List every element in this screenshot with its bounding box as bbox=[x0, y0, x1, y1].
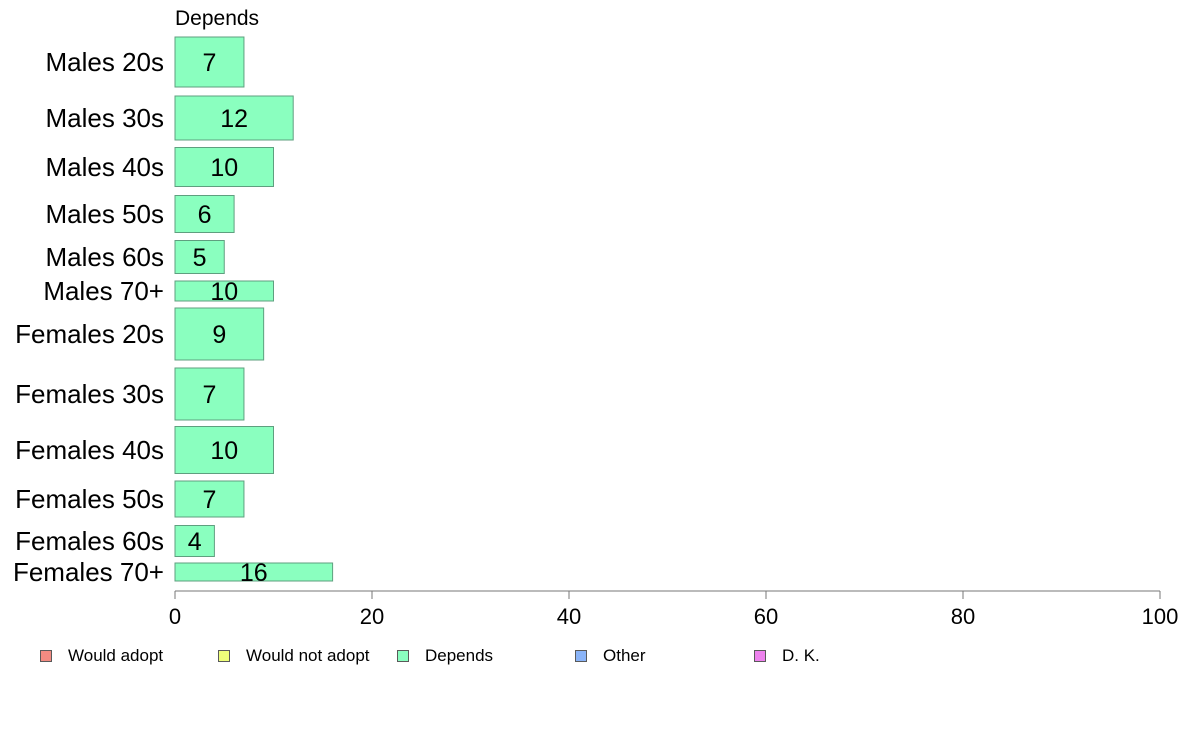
bar bbox=[174, 480, 245, 518]
legend-item: D. K. bbox=[754, 646, 820, 666]
legend-label: Would not adopt bbox=[246, 646, 370, 665]
bar bbox=[174, 562, 334, 582]
bar bbox=[174, 307, 265, 361]
data-label: 9 bbox=[212, 321, 226, 349]
bar bbox=[174, 280, 274, 302]
chart-title: Depends bbox=[175, 7, 259, 30]
legend-swatch bbox=[40, 650, 52, 662]
bar bbox=[174, 525, 215, 557]
bars-group: Males 20s 7 Males 30s 12 Males 40s 10 Males 50… bbox=[13, 36, 334, 587]
category-label: Females 70+ bbox=[13, 557, 164, 587]
data-label: 16 bbox=[240, 559, 268, 587]
data-label: 7 bbox=[203, 486, 217, 514]
x-tick-label: 100 bbox=[1142, 604, 1179, 629]
x-tick-label: 80 bbox=[951, 604, 975, 629]
legend-label: Depends bbox=[425, 646, 494, 665]
data-label: 7 bbox=[203, 49, 217, 77]
legend-item: Depends bbox=[397, 646, 493, 666]
legend-item: Would adopt bbox=[40, 646, 163, 666]
x-tick-label: 0 bbox=[169, 604, 181, 629]
category-label: Males 40s bbox=[46, 152, 165, 182]
legend-label: Other bbox=[603, 646, 646, 665]
legend-label: D. K. bbox=[782, 646, 820, 665]
bar bbox=[174, 195, 235, 233]
legend-label: Would adopt bbox=[68, 646, 164, 665]
x-axis: 0 20 40 60 80 100 bbox=[169, 590, 1179, 629]
x-tick-label: 20 bbox=[360, 604, 384, 629]
x-tick-label: 40 bbox=[557, 604, 581, 629]
legend-swatch bbox=[575, 650, 587, 662]
bar bbox=[174, 36, 245, 88]
category-label: Females 20s bbox=[15, 319, 164, 349]
category-label: Males 20s bbox=[46, 47, 165, 77]
legend-item: Would not adopt bbox=[218, 646, 370, 666]
data-label: 4 bbox=[188, 528, 202, 556]
category-label: Females 40s bbox=[15, 435, 164, 465]
bar bbox=[174, 240, 225, 274]
legend-swatch bbox=[754, 650, 766, 662]
bar bbox=[174, 95, 294, 141]
data-label: 10 bbox=[210, 437, 238, 465]
data-label: 12 bbox=[220, 105, 248, 133]
data-label: 10 bbox=[210, 154, 238, 182]
data-label: 6 bbox=[198, 201, 212, 229]
bar bbox=[174, 367, 245, 421]
category-label: Males 70+ bbox=[43, 276, 164, 306]
category-label: Males 60s bbox=[46, 242, 165, 272]
bar bbox=[174, 426, 274, 474]
category-label: Males 50s bbox=[46, 199, 165, 229]
category-label: Females 30s bbox=[15, 379, 164, 409]
legend-item: Other bbox=[575, 646, 646, 666]
category-label: Females 50s bbox=[15, 484, 164, 514]
x-tick-label: 60 bbox=[754, 604, 778, 629]
legend-swatch bbox=[218, 650, 230, 662]
bar bbox=[174, 147, 274, 187]
data-label: 10 bbox=[210, 278, 238, 306]
legend-swatch bbox=[397, 650, 409, 662]
category-label: Females 60s bbox=[15, 526, 164, 556]
category-label: Males 30s bbox=[46, 103, 165, 133]
data-label: 5 bbox=[193, 244, 207, 272]
data-label: 7 bbox=[203, 381, 217, 409]
legend: Would adopt Would not adopt Depends Other D.… bbox=[40, 646, 1180, 668]
